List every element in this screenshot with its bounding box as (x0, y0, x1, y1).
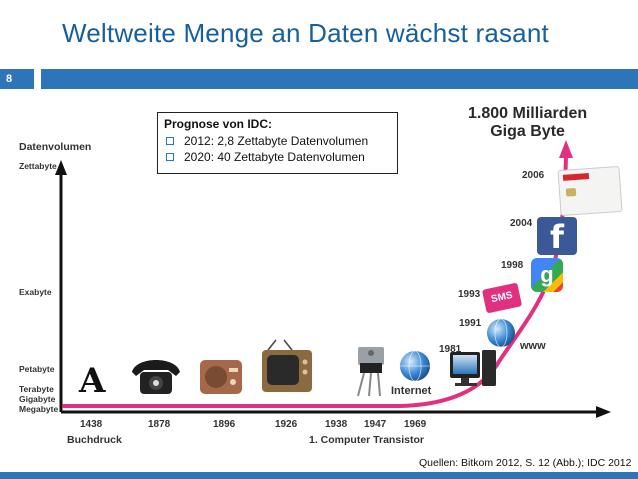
radio-icon (200, 360, 242, 394)
forecast-heading: Prognose von IDC: (164, 117, 273, 131)
forecast-box: Prognose von IDC: 2012: 2,8 Zettabyte Da… (157, 112, 398, 174)
google-icon: g (531, 258, 563, 292)
internet-globe-icon (400, 350, 430, 382)
television-icon (262, 339, 312, 392)
timeline-year: 1938 (325, 419, 348, 430)
caption-transistor: 1. Computer Transistor (309, 434, 424, 446)
slide-number: 8 (0, 69, 34, 89)
curve-year: 2004 (510, 218, 533, 229)
forecast-item: 2012: 2,8 Zettabyte Datenvolumen (164, 134, 391, 148)
forecast-item-text: 2020: 40 Zettabyte Datenvolumen (184, 150, 365, 164)
slide-footer-bar (0, 472, 638, 479)
timeline-year: 1878 (148, 419, 171, 430)
printing-letter-icon: A (79, 361, 106, 401)
level-label-terabyte: Terabyte (19, 384, 54, 394)
level-label-zettabyte: Zettabyte (19, 161, 57, 171)
timeline-year: 1969 (404, 419, 427, 430)
level-label-gigabyte: Gigabyte (19, 394, 56, 404)
growth-curve (62, 153, 568, 408)
peak-value-number: 1.800 Milliarden (468, 105, 588, 122)
card-chip (565, 187, 577, 197)
curve-year: 1981 (439, 344, 462, 355)
forecast-item-text: 2012: 2,8 Zettabyte Datenvolumen (184, 134, 369, 148)
slide-title: Weltweite Menge an Daten wächst rasant (62, 18, 549, 48)
facebook-icon: f (537, 217, 577, 256)
transistor-icon (357, 347, 384, 397)
header-bar-fill (41, 69, 638, 89)
timeline-year: 1438 (80, 419, 103, 430)
health-card-icon (557, 165, 623, 217)
curve-year: 2006 (522, 170, 545, 181)
curve-year: 1998 (501, 260, 524, 271)
bullet-square-icon (166, 137, 174, 145)
growth-curve-arrow (559, 140, 573, 158)
card-stripe (562, 173, 590, 181)
peak-value-unit: Giga Byte (490, 123, 565, 140)
slide-header-bar: 8 (0, 69, 638, 89)
internet-label: Internet (391, 385, 432, 397)
telephone-icon (132, 360, 180, 394)
forecast-item: 2020: 40 Zettabyte Datenvolumen (164, 150, 391, 164)
www-globe-icon (487, 318, 515, 348)
caption-buchdruck: Buchdruck (67, 434, 122, 446)
bullet-square-icon (166, 153, 174, 161)
level-label-petabyte: Petabyte (19, 364, 55, 374)
timeline-year: 1947 (364, 419, 387, 430)
x-axis-arrow (596, 406, 611, 418)
computer-icon (450, 350, 496, 386)
y-axis-arrow (55, 160, 67, 175)
www-label: www (520, 340, 546, 352)
timeline-year: 1896 (213, 419, 236, 430)
curve-year: 1991 (459, 318, 482, 329)
curve-year: 1993 (458, 289, 481, 300)
level-label-exabyte: Exabyte (19, 287, 52, 297)
level-label-megabyte: Megabyte (19, 404, 59, 414)
peak-value: 1.800 Milliarden Giga Byte (468, 105, 587, 141)
y-axis-title: Datenvolumen (19, 141, 92, 153)
source-note: Quellen: Bitkom 2012, S. 12 (Abb.); IDC … (419, 457, 632, 469)
timeline-year: 1926 (275, 419, 298, 430)
